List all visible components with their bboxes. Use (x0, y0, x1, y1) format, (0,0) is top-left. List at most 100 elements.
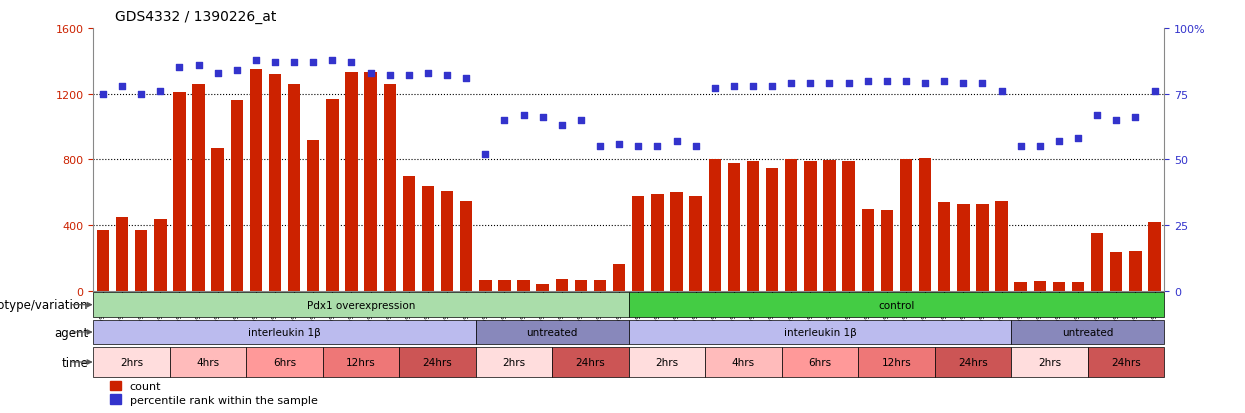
Bar (212, 149, 224, 291)
Bar (786, 160, 798, 291)
Text: untreated: untreated (1062, 327, 1113, 337)
Bar (154, 219, 167, 291)
Legend: count, percentile rank within the sample: count, percentile rank within the sample (110, 381, 317, 405)
Point (151, 88, 171, 95)
FancyBboxPatch shape (476, 320, 629, 344)
Point (227, 68, 247, 74)
Bar (1053, 282, 1066, 291)
Bar (479, 280, 492, 291)
Text: 24hrs: 24hrs (422, 357, 452, 367)
Bar (957, 204, 970, 291)
Point (839, 81, 859, 87)
Text: 24hrs: 24hrs (1111, 357, 1140, 367)
Bar (937, 203, 950, 291)
Point (208, 70, 228, 77)
Text: genotype/variation: genotype/variation (0, 299, 88, 311)
Bar (613, 264, 625, 291)
Text: 6hrs: 6hrs (273, 357, 296, 367)
Bar (134, 230, 147, 291)
Text: 2hrs: 2hrs (1038, 357, 1061, 367)
Bar (823, 161, 835, 291)
Bar (555, 280, 568, 291)
FancyBboxPatch shape (400, 347, 476, 377)
Point (801, 81, 820, 87)
Text: 12hrs: 12hrs (881, 357, 911, 367)
Point (398, 73, 418, 79)
Point (380, 73, 400, 79)
Point (131, 91, 151, 98)
Point (762, 83, 782, 90)
Point (629, 144, 649, 150)
Text: interleukin 1β: interleukin 1β (248, 327, 321, 337)
Bar (230, 101, 243, 291)
Bar (976, 204, 989, 291)
FancyBboxPatch shape (705, 347, 782, 377)
Point (1068, 136, 1088, 142)
FancyBboxPatch shape (93, 293, 629, 317)
Text: 24hrs: 24hrs (957, 357, 987, 367)
Point (934, 78, 954, 85)
Point (1107, 117, 1127, 124)
Point (896, 78, 916, 85)
Bar (708, 160, 721, 291)
Point (954, 81, 974, 87)
Text: GDS4332 / 1390226_at: GDS4332 / 1390226_at (115, 9, 276, 24)
Bar (632, 196, 645, 291)
Bar (880, 211, 893, 291)
Point (915, 81, 935, 87)
Text: untreated: untreated (527, 327, 578, 337)
Bar (498, 280, 510, 291)
Point (265, 60, 285, 66)
Bar (97, 230, 110, 291)
Bar (727, 164, 740, 291)
Point (322, 57, 342, 64)
Point (418, 70, 438, 77)
FancyBboxPatch shape (1011, 347, 1088, 377)
Bar (288, 85, 300, 291)
Point (723, 83, 743, 90)
Point (991, 88, 1011, 95)
Point (456, 76, 476, 82)
Text: control: control (878, 300, 915, 310)
Point (1050, 138, 1069, 145)
Point (284, 60, 304, 66)
Bar (1111, 252, 1123, 291)
Bar (747, 162, 759, 291)
Text: 4hrs: 4hrs (732, 357, 754, 367)
Text: 2hrs: 2hrs (655, 357, 679, 367)
Point (552, 123, 571, 129)
Point (666, 138, 686, 145)
FancyBboxPatch shape (782, 347, 858, 377)
FancyBboxPatch shape (629, 347, 705, 377)
Bar (383, 85, 396, 291)
Bar (670, 193, 682, 291)
Bar (422, 186, 435, 291)
Bar (1072, 282, 1084, 291)
Text: interleukin 1β: interleukin 1β (783, 327, 857, 337)
Point (494, 117, 514, 124)
Point (782, 81, 802, 87)
Bar (995, 202, 1007, 291)
Bar (1033, 281, 1046, 291)
Point (1011, 144, 1031, 150)
Text: 24hrs: 24hrs (575, 357, 605, 367)
Point (93, 91, 113, 98)
Bar (843, 162, 855, 291)
Bar (441, 191, 453, 291)
Bar (690, 196, 702, 291)
Bar (1015, 282, 1027, 291)
Text: 4hrs: 4hrs (197, 357, 219, 367)
FancyBboxPatch shape (629, 320, 1011, 344)
Bar (365, 73, 377, 291)
Bar (345, 73, 357, 291)
Point (1087, 112, 1107, 119)
Point (514, 112, 534, 119)
Text: Pdx1 overexpression: Pdx1 overexpression (306, 300, 416, 310)
Point (437, 73, 457, 79)
Point (476, 152, 496, 158)
Point (304, 60, 324, 66)
Point (647, 144, 667, 150)
Text: agent: agent (54, 326, 88, 339)
Bar (919, 159, 931, 291)
FancyBboxPatch shape (93, 347, 169, 377)
